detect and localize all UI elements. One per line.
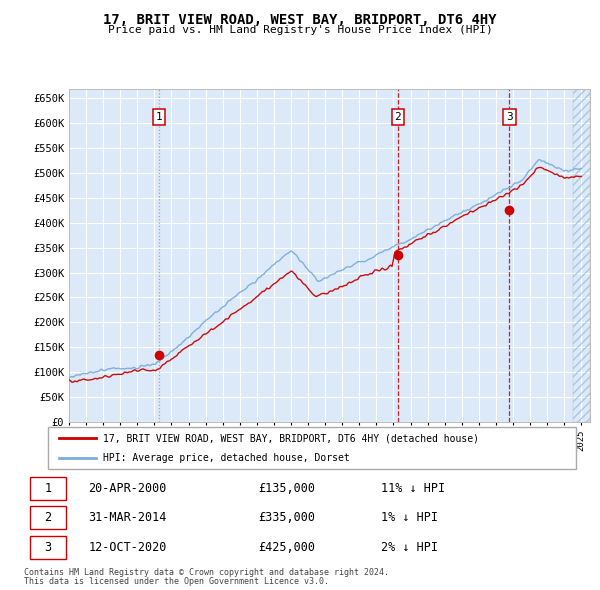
Text: 2: 2 (394, 112, 401, 122)
Text: 31-MAR-2014: 31-MAR-2014 (88, 511, 167, 525)
FancyBboxPatch shape (48, 427, 576, 469)
Text: HPI: Average price, detached house, Dorset: HPI: Average price, detached house, Dors… (103, 454, 350, 463)
Text: £135,000: £135,000 (259, 482, 316, 495)
Text: 2: 2 (44, 511, 51, 525)
Text: 17, BRIT VIEW ROAD, WEST BAY, BRIDPORT, DT6 4HY: 17, BRIT VIEW ROAD, WEST BAY, BRIDPORT, … (103, 13, 497, 27)
Text: Contains HM Land Registry data © Crown copyright and database right 2024.: Contains HM Land Registry data © Crown c… (24, 568, 389, 576)
Text: 17, BRIT VIEW ROAD, WEST BAY, BRIDPORT, DT6 4HY (detached house): 17, BRIT VIEW ROAD, WEST BAY, BRIDPORT, … (103, 434, 479, 444)
Text: This data is licensed under the Open Government Licence v3.0.: This data is licensed under the Open Gov… (24, 577, 329, 586)
Text: 12-OCT-2020: 12-OCT-2020 (88, 542, 167, 555)
Text: 20-APR-2000: 20-APR-2000 (88, 482, 167, 495)
Text: £335,000: £335,000 (259, 511, 316, 525)
Text: Price paid vs. HM Land Registry's House Price Index (HPI): Price paid vs. HM Land Registry's House … (107, 25, 493, 35)
Text: 1: 1 (156, 112, 163, 122)
Text: 3: 3 (506, 112, 513, 122)
Text: 1% ↓ HPI: 1% ↓ HPI (381, 511, 438, 525)
FancyBboxPatch shape (29, 477, 66, 500)
FancyBboxPatch shape (29, 536, 66, 559)
Text: 2% ↓ HPI: 2% ↓ HPI (381, 542, 438, 555)
Text: 1: 1 (44, 482, 51, 495)
FancyBboxPatch shape (29, 506, 66, 529)
Text: 11% ↓ HPI: 11% ↓ HPI (381, 482, 445, 495)
Text: 3: 3 (44, 542, 51, 555)
Text: £425,000: £425,000 (259, 542, 316, 555)
